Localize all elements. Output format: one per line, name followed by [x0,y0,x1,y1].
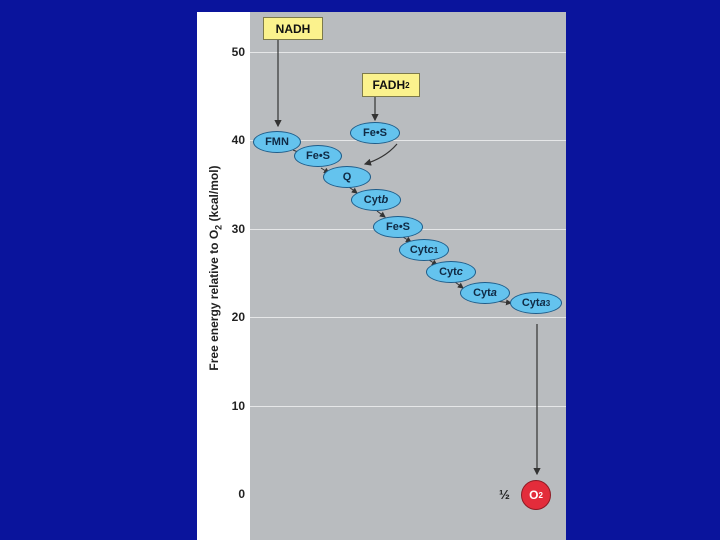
carrier-fes-2-label: Fe•S [385,221,411,233]
carrier-fes-fadh2-label: Fe•S [362,127,388,139]
gridline-20 [250,317,566,318]
tick-label-20: 20 [231,310,245,324]
carrier-q-label: Q [342,171,352,183]
carrier-fes-2: Fe•S [373,216,423,238]
carrier-cyt-b-prefix: Cyt [363,194,382,206]
carrier-q: Q [323,166,371,188]
arrow-cytc-cyta [454,281,464,289]
plot-area [250,12,566,540]
carrier-cyt-a-prefix: Cyt [473,287,491,299]
electron-flow-arrows [274,38,541,476]
carrier-fes-fadh2: Fe•S [350,122,400,144]
gridline-50 [250,52,566,53]
oxygen-subscript: 2 [538,490,543,500]
carrier-cyt-a3-letter: a [539,297,546,309]
electron-transport-figure: 50 40 30 20 10 0 Free energy relative to… [197,12,566,540]
tick-label-40: 40 [231,133,245,147]
carrier-fes-1: Fe•S [294,145,342,167]
carrier-cyt-a3-subscript: 3 [545,298,551,308]
nadh-label: NADH [275,21,311,36]
fadh2-subscript: 2 [405,80,410,90]
fadh2-box: FADH 2 [362,73,420,97]
tick-label-30: 30 [231,222,245,236]
half-coefficient: ½ [499,487,510,502]
nadh-box: NADH [263,17,323,40]
carrier-fmn: FMN [253,131,301,153]
arrow-fes-q [363,143,398,166]
carrier-cyt-c-letter: c [456,266,463,278]
tick-label-0: 0 [238,487,245,501]
carrier-cyt-a3-prefix: Cyt [521,297,540,309]
arrow-cytb-fes [376,210,386,218]
arrow-q-cytb [348,186,358,194]
carrier-cyt-a-letter: a [490,287,497,299]
tick-label-10: 10 [231,399,245,413]
carrier-cyt-b: Cyt b [351,189,401,211]
carrier-fes-1-label: Fe•S [305,150,331,162]
carrier-fmn-label: FMN [265,136,289,148]
carrier-cyt-c1-prefix: Cyt [409,244,428,256]
gridline-40 [250,140,566,141]
gridline-10 [250,406,566,407]
carrier-cyt-a: Cyt a [460,282,510,304]
fadh2-label: FADH [372,78,406,92]
carrier-cyt-c: Cyt c [426,261,476,283]
carrier-cyt-c1-letter: c [427,244,434,256]
tick-label-50: 50 [231,45,245,59]
oxygen-label: O [529,488,539,502]
carrier-cyt-c1-subscript: 1 [433,245,439,255]
carrier-cyt-c-prefix: Cyt [439,266,457,278]
carrier-cyt-b-letter: b [381,194,389,206]
